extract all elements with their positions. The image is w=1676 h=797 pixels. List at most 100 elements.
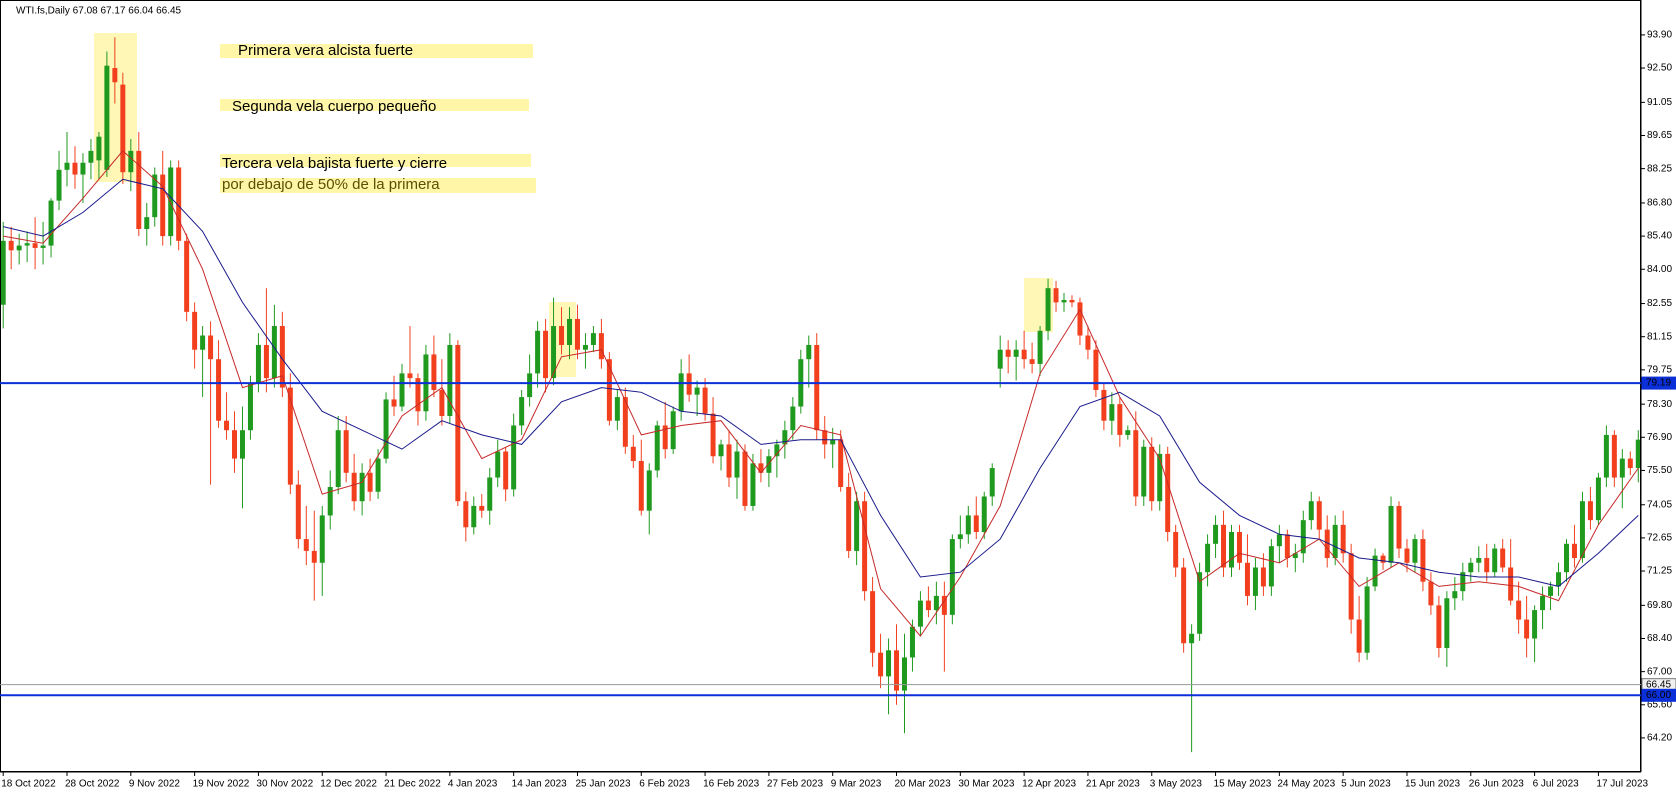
candle-body <box>24 243 30 246</box>
candle-body <box>184 240 190 312</box>
candle-body <box>726 444 732 478</box>
candle-body <box>830 439 836 445</box>
candle-body <box>295 484 301 540</box>
candle-body <box>997 349 1003 369</box>
candle-body <box>40 245 46 248</box>
candle-body <box>1500 548 1506 568</box>
x-tick-label: 6 Jul 2023 <box>1533 779 1580 790</box>
candle-body <box>989 468 995 497</box>
y-tick-label: 76.90 <box>1647 432 1672 443</box>
y-tick-label: 68.40 <box>1647 633 1672 644</box>
candle-body <box>941 595 947 615</box>
y-tick-label: 92.50 <box>1647 63 1672 74</box>
candle-body <box>311 550 317 563</box>
candle-body <box>654 425 660 471</box>
candle-body <box>104 65 110 170</box>
candle-body <box>1109 404 1115 421</box>
candle-body <box>519 397 525 426</box>
candle-body <box>1332 524 1338 559</box>
candle-body <box>598 333 604 360</box>
candle-body <box>1484 558 1490 573</box>
candle-body <box>88 150 94 163</box>
candle-body <box>590 333 596 345</box>
candle-body <box>1213 524 1219 544</box>
candle-body <box>168 167 174 237</box>
x-tick-label: 30 Mar 2023 <box>958 779 1015 790</box>
candle-body <box>399 373 405 407</box>
x-tick-label: 16 Feb 2023 <box>703 779 760 790</box>
candle-body <box>638 460 644 511</box>
candle-body <box>487 477 493 511</box>
candle-body <box>551 326 557 379</box>
candle-body <box>1388 505 1394 563</box>
candle-body <box>1595 477 1601 521</box>
candle-body <box>1324 529 1330 559</box>
candle-body <box>742 451 748 506</box>
candle-body <box>1037 330 1043 364</box>
candle-body <box>734 451 740 478</box>
candle-body <box>224 420 230 431</box>
y-tick-label: 84.00 <box>1647 264 1672 275</box>
candle-body <box>1284 534 1290 559</box>
candle-body <box>1579 501 1585 559</box>
candle-body <box>1548 586 1554 596</box>
candle-body <box>1173 531 1179 568</box>
candle-body <box>949 539 955 615</box>
candle-body <box>1236 531 1242 563</box>
candle-body <box>160 174 166 237</box>
candle-body <box>1197 572 1203 634</box>
x-tick-label: 6 Feb 2023 <box>639 779 690 790</box>
candle-body <box>335 430 341 488</box>
candle-body <box>965 515 971 535</box>
candle-body <box>718 444 724 457</box>
candle-body <box>359 472 365 502</box>
candle-body <box>136 150 142 229</box>
candle-body <box>527 373 533 398</box>
y-tick-label: 69.80 <box>1647 600 1672 611</box>
candle-body <box>1205 543 1211 573</box>
candle-body <box>64 162 70 170</box>
candle-body <box>814 344 820 431</box>
candle-body <box>766 456 772 473</box>
x-tick-label: 17 Jul 2023 <box>1596 779 1648 790</box>
x-tick-label: 9 Nov 2022 <box>129 779 181 790</box>
candle-body <box>1619 458 1625 478</box>
candle-body <box>670 411 676 450</box>
candle-body <box>1005 349 1011 357</box>
x-tick-label: 12 Dec 2022 <box>320 779 377 790</box>
candle-body <box>1053 288 1059 303</box>
x-tick-label: 27 Feb 2023 <box>767 779 824 790</box>
y-tick-label: 88.25 <box>1647 163 1672 174</box>
y-tick-label: 64.20 <box>1647 733 1672 744</box>
candle-body <box>1244 562 1250 596</box>
candle-body <box>1149 446 1155 502</box>
candle-body <box>1292 553 1298 559</box>
candle-body <box>351 472 357 502</box>
candle-body <box>176 167 182 241</box>
candle-body <box>1476 558 1482 563</box>
candle-body <box>455 344 461 502</box>
candle-body <box>112 68 118 83</box>
candle-body <box>854 501 860 551</box>
candle-body <box>271 326 277 379</box>
candle-body <box>1540 595 1546 611</box>
candle-body <box>1117 404 1123 435</box>
plot-area <box>0 37 1641 753</box>
candle-body <box>415 378 421 412</box>
candle-body <box>200 335 206 350</box>
y-tick-label: 71.25 <box>1647 566 1672 577</box>
annotation-band <box>220 44 533 58</box>
candle-body <box>367 472 373 492</box>
price-label-box <box>1641 688 1676 702</box>
candle-body <box>862 501 868 592</box>
candle-body <box>774 444 780 457</box>
x-tick-label: 12 Apr 2023 <box>1022 779 1076 790</box>
candle-body <box>471 505 477 528</box>
candle-body <box>1268 546 1274 587</box>
y-tick-label: 78.30 <box>1647 399 1672 410</box>
candle-body <box>1093 349 1099 390</box>
candle-body <box>750 463 756 506</box>
candle-body <box>870 591 876 653</box>
